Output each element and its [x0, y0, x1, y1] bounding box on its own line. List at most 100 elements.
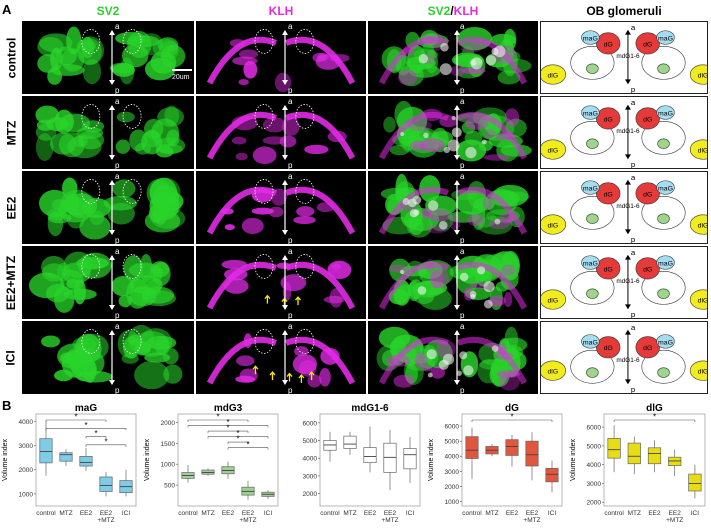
box-1	[627, 436, 641, 475]
anterior-label: a	[288, 247, 293, 256]
boxplot-maG: maG Volume index 1000 2000 3000 4000 control MT…	[0, 402, 140, 530]
column-header-schematic: OB glomeruli	[586, 4, 662, 18]
mdG-outline	[570, 196, 615, 230]
box-iqr	[688, 473, 702, 492]
maG-glomerulus	[656, 30, 675, 45]
posterior-label: p	[460, 86, 465, 94]
maG-glomerulus	[656, 255, 675, 270]
x-tick-label: EE2	[222, 510, 235, 517]
anterior-label: a	[460, 97, 465, 106]
box-0	[323, 431, 337, 462]
box-0	[181, 465, 195, 483]
y-tick-label: 5000	[587, 443, 602, 450]
mdG-green-glomerulus	[586, 367, 599, 378]
glomeruli-schematic: a p maG dG dlG maG dG dlG mdG1-6	[540, 171, 708, 244]
box-2	[221, 461, 235, 479]
significance-star: *	[653, 413, 656, 422]
x-tick-label: MTZ	[628, 510, 641, 517]
posterior-label: p	[115, 86, 120, 94]
mdG-green-glomerulus	[586, 288, 599, 299]
y-tick-label: 3000	[587, 481, 602, 488]
anterior-label: a	[288, 22, 293, 31]
maG-glomerulus	[581, 255, 600, 270]
maG-glomerulus	[656, 180, 675, 195]
box-3	[99, 472, 113, 497]
anterior-label: a	[631, 323, 636, 332]
x-tick-label: EE2	[242, 510, 255, 517]
mdG-green-glomerulus	[657, 288, 670, 299]
dlG-label: dlG	[698, 369, 707, 376]
boxplot-mdG3: mdG3 Volume index 500 1000 1500 2000 control MT…	[142, 402, 282, 530]
x-tick-label: control	[36, 510, 56, 517]
dlG-glomerulus	[689, 289, 707, 310]
x-tick-label: EE2	[384, 510, 397, 517]
y-tick-label: 2000	[303, 491, 318, 498]
box-iqr	[363, 447, 377, 464]
y-tick-label: 1000	[19, 491, 34, 498]
box-iqr	[545, 467, 559, 483]
y-axis-label: Volume index	[144, 438, 151, 481]
y-axis-label: Volume index	[570, 438, 577, 481]
mdG-label: mdG1-6	[616, 128, 640, 135]
x-tick-label: EE2	[506, 510, 519, 517]
maG-glomerulus	[656, 105, 675, 120]
dlG-label: dlG	[547, 222, 558, 229]
box-2	[363, 426, 377, 473]
anterior-label: a	[115, 172, 120, 181]
x-tick-label: +MTZ	[381, 517, 398, 524]
y-tick-label: 5000	[445, 439, 460, 446]
posterior-label: p	[115, 386, 120, 394]
dG-glomerulus	[635, 257, 660, 280]
highlight-arrow	[286, 372, 293, 382]
posterior-label: p	[631, 385, 636, 393]
mdG-outline	[570, 271, 615, 305]
x-tick-label: EE2	[364, 510, 377, 517]
ap-axis-arrow	[454, 180, 460, 235]
box-iqr	[59, 452, 73, 462]
significance-bracket: *	[227, 440, 269, 450]
ap-axis-arrow	[282, 330, 288, 385]
glomeruli-schematic: a p maG dG dlG maG dG dlG mdG1-6	[540, 321, 708, 394]
row-label-text: EE2+MTZ	[4, 255, 19, 310]
y-axis-label: Volume index	[2, 438, 9, 481]
panel-b-letter: B	[2, 398, 12, 413]
x-tick-label: ICI	[406, 510, 415, 517]
boxplot-dlG: dlG Volume index 2000 3000 4000 5000 6000 contr…	[568, 402, 709, 530]
merge-sv2-label: SV2	[427, 4, 451, 18]
maG-label: maG	[658, 261, 673, 268]
ap-axis-arrow	[624, 179, 631, 235]
x-tick-label: control	[320, 510, 340, 517]
row-label: control	[0, 21, 22, 94]
ap-axis-arrow	[624, 254, 631, 310]
ap-axis-arrow	[109, 105, 115, 160]
box-iqr	[343, 435, 357, 449]
x-tick-label: MTZ	[485, 510, 498, 517]
row-label: MTZ	[0, 96, 22, 169]
box-iqr	[627, 442, 641, 465]
maG-label: maG	[583, 36, 598, 43]
significance-star: *	[226, 418, 229, 427]
dlG-glomerulus	[541, 139, 566, 160]
mdG-label: mdG1-6	[616, 357, 640, 364]
box-4	[403, 437, 417, 483]
box-iqr	[505, 439, 519, 456]
posterior-label: p	[631, 85, 636, 93]
dlG-label: dlG	[698, 297, 707, 304]
mdG-label: mdG1-6	[616, 278, 640, 285]
x-tick-label: +MTZ	[666, 517, 683, 524]
maG-glomerulus	[581, 105, 600, 120]
x-tick-label: EE2	[648, 510, 661, 517]
box-1	[343, 431, 357, 455]
posterior-label: p	[288, 161, 293, 169]
anterior-label: a	[460, 247, 465, 256]
glomeruli-schematic: a p maG dG dlG maG dG dlG mdG1-6	[540, 96, 708, 169]
box-iqr	[465, 436, 479, 459]
dG-label: dG	[604, 266, 613, 273]
row-label: EE2+MTZ	[0, 246, 22, 319]
mdG-green-glomerulus	[586, 213, 599, 224]
x-tick-label: EE2	[669, 510, 682, 517]
box-4	[688, 464, 702, 499]
